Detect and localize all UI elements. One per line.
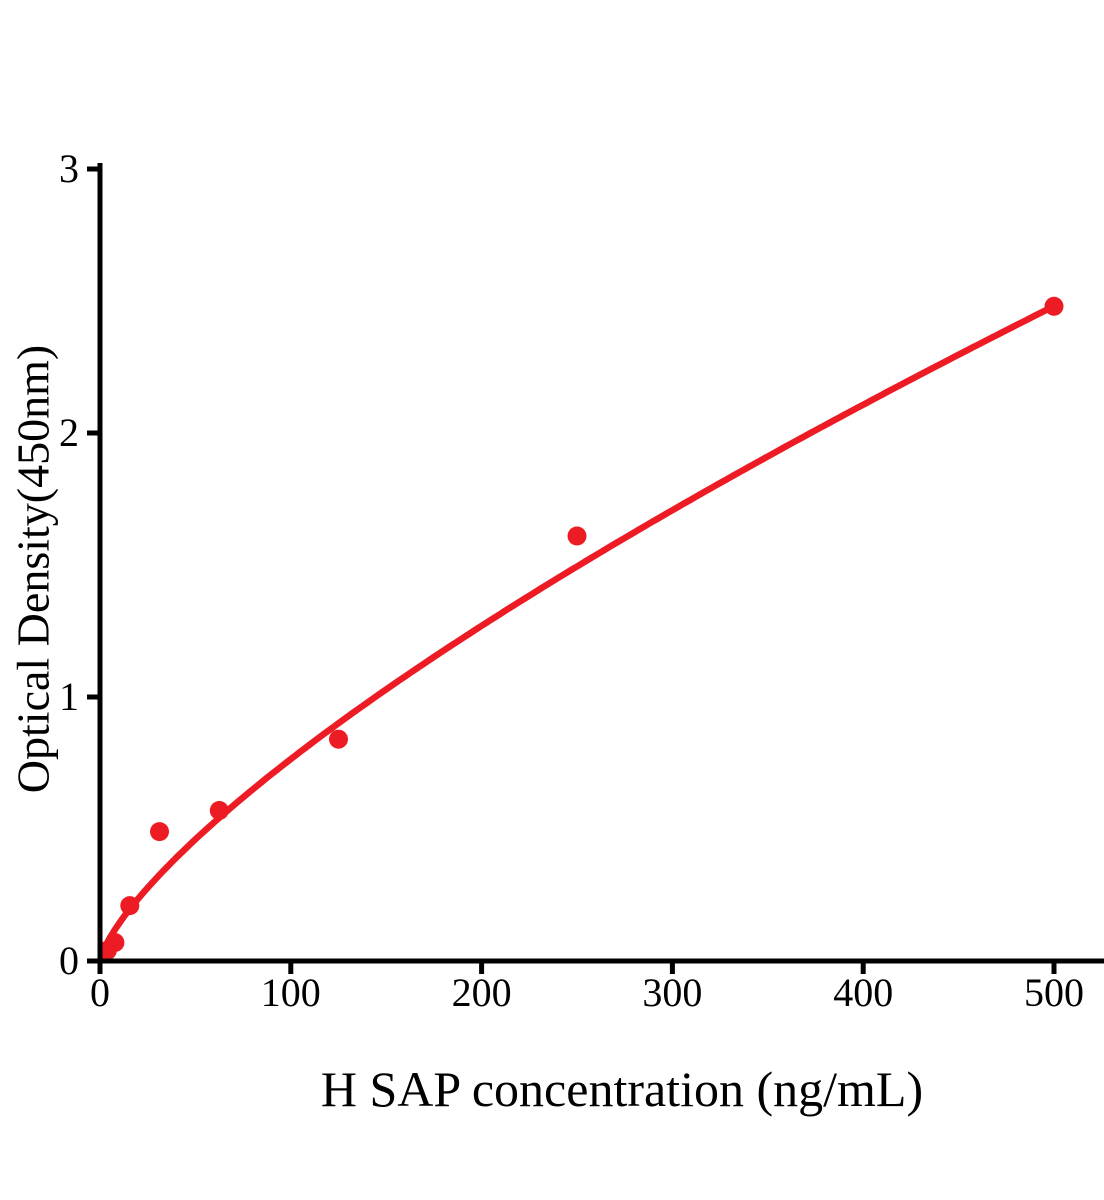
data-points [97,296,1064,960]
data-point-marker [150,822,169,842]
data-point-marker [120,896,140,916]
x-tick-label: 0 [90,970,110,1015]
y-tick-label: 2 [59,410,79,455]
data-point-marker [105,933,125,952]
fit-curve-line [96,302,1058,965]
y-tick-label: 3 [59,146,79,191]
data-point-marker [567,526,587,546]
x-axis-title: H SAP concentration (ng/mL) [320,1061,924,1117]
x-tick-label: 500 [1024,970,1084,1015]
y-tick-label: 1 [59,674,79,719]
y-axis-title: Optical Density(450nm) [7,344,59,794]
data-point-marker [329,729,348,749]
x-tick-label: 200 [452,970,512,1015]
y-tick-label: 0 [59,938,79,983]
x-tick-label: 100 [261,970,321,1015]
data-point-marker [209,801,229,820]
x-tick-label: 300 [642,970,702,1015]
x-tick-label: 400 [833,970,893,1015]
y-axis: 0 1 2 3 [59,146,103,983]
data-point-marker [1044,296,1064,316]
x-axis: 0 100 200 300 400 500 [90,958,1104,1015]
